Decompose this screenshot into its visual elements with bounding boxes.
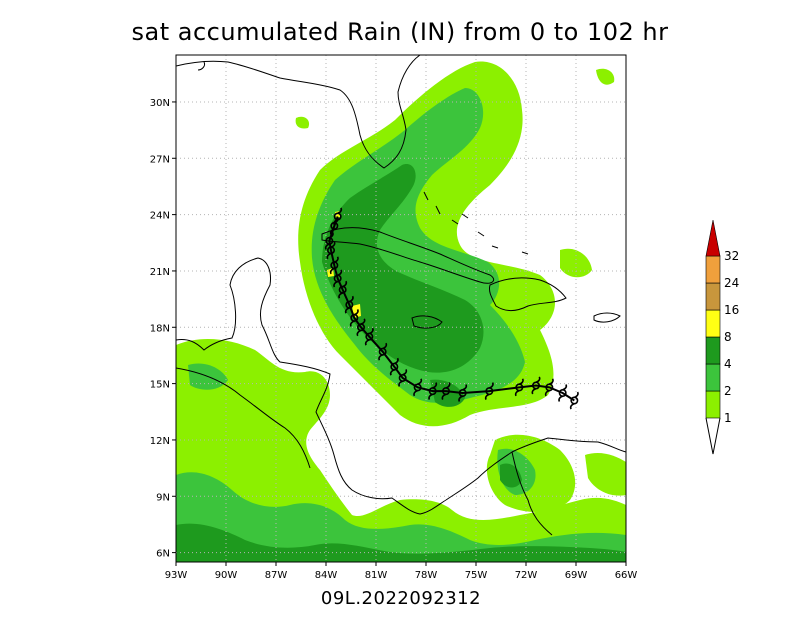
tropical-cyclone-icon (441, 382, 451, 401)
colorbar-upper-triangle (705, 219, 721, 257)
colorbar-tick-label: 2 (724, 384, 732, 398)
tropical-cyclone-icon (389, 357, 399, 376)
tropical-cyclone-icon (364, 327, 374, 346)
rainfall-field (176, 61, 626, 562)
tropical-cyclone-icon (324, 231, 334, 250)
storm-id-caption: 09L.2022092312 (320, 588, 482, 609)
tropical-cyclone-icon (349, 308, 359, 327)
x-tick-label: 78W (415, 570, 438, 581)
tropical-cyclone-icon (544, 378, 554, 397)
colorbar-segment (705, 363, 721, 392)
tropical-cyclone-symbols (324, 207, 579, 410)
tropical-cyclone-icon (458, 384, 468, 402)
colorbar-lower-tail (705, 417, 721, 455)
y-tick-label: 21N (150, 267, 170, 278)
colorbar-segment (705, 390, 721, 419)
tropical-cyclone-icon (329, 256, 339, 275)
colorbar-segment (705, 282, 721, 311)
colorbar-tick-label: 4 (724, 357, 732, 371)
x-tick-label: 87W (265, 570, 288, 581)
x-tick-label: 72W (515, 570, 538, 581)
storm-track (324, 207, 579, 410)
tropical-cyclone-icon (338, 280, 348, 299)
x-tick-label: 81W (365, 570, 388, 581)
chart-title: sat accumulated Rain (IN) from 0 to 102 … (131, 18, 669, 46)
y-tick-label: 15N (150, 380, 170, 391)
colorbar-tick-label: 32 (724, 249, 739, 263)
colorbar-tick-label: 24 (724, 276, 739, 290)
tropical-cyclone-icon (378, 342, 388, 361)
y-tick-label: 12N (150, 436, 170, 447)
colorbar-segment (705, 336, 721, 365)
tropical-cyclone-icon (344, 295, 354, 314)
x-tick-label: 90W (215, 570, 238, 581)
tropical-cyclone-icon (398, 369, 408, 387)
map-gridlines (176, 55, 626, 562)
tropical-cyclone-icon (514, 378, 524, 397)
colorbar-tick-label: 1 (724, 411, 732, 425)
y-tick-label: 18N (150, 323, 170, 334)
x-tick-label: 93W (165, 570, 188, 581)
y-tick-label: 9N (156, 492, 170, 503)
x-tick-label: 84W (315, 570, 338, 581)
x-tick-label: 69W (565, 570, 588, 581)
tropical-cyclone-icon (558, 384, 568, 402)
tropical-cyclone-icon (484, 382, 494, 401)
longitude-ticks: 93W 90W 87W 84W 81W 78W 75W 72W 69W 66W (165, 562, 638, 581)
colorbar-tick-label: 16 (724, 303, 739, 317)
map-frame (175, 54, 627, 563)
x-tick-label: 66W (615, 570, 638, 581)
tropical-cyclone-icon (569, 391, 579, 410)
tropical-cyclone-icon (333, 207, 343, 226)
y-tick-label: 30N (150, 98, 170, 109)
coastlines (176, 55, 626, 536)
tropical-cyclone-icon (413, 378, 423, 397)
tropical-cyclone-icon (531, 376, 541, 395)
colorbar-segment (705, 255, 721, 284)
latitude-ticks: 6N 9N 12N 15N 18N 21N 24N 27N 30N (150, 98, 176, 560)
y-tick-label: 6N (156, 549, 170, 560)
y-tick-label: 27N (150, 154, 170, 165)
tropical-cyclone-icon (356, 318, 366, 337)
y-tick-label: 24N (150, 211, 170, 222)
tropical-cyclone-icon (333, 269, 343, 288)
colorbar-tick-label: 8 (724, 330, 732, 344)
tropical-cyclone-icon (428, 382, 438, 401)
colorbar-segment (705, 309, 721, 338)
x-tick-label: 75W (465, 570, 488, 581)
tropical-cyclone-icon (326, 241, 336, 260)
